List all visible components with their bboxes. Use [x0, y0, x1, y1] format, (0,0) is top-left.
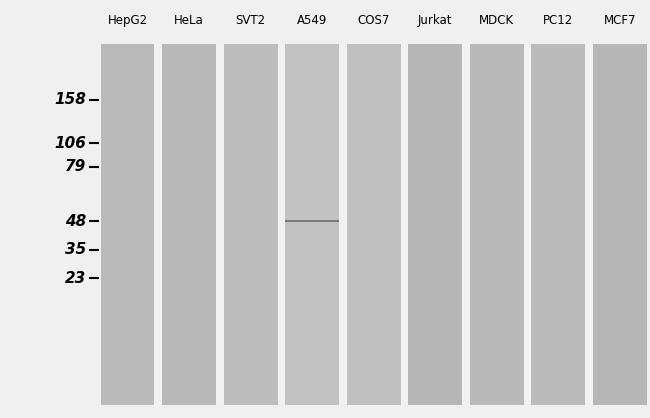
Bar: [101, 44, 647, 405]
Text: COS7: COS7: [358, 14, 390, 27]
Bar: [400, 44, 408, 405]
Text: 23: 23: [64, 271, 86, 285]
Bar: [470, 44, 524, 405]
Bar: [285, 220, 339, 222]
Text: MDCK: MDCK: [479, 14, 514, 27]
Bar: [278, 44, 285, 405]
Text: 158: 158: [54, 92, 86, 107]
Bar: [524, 44, 532, 405]
Bar: [339, 44, 347, 405]
Bar: [347, 44, 400, 405]
Text: HepG2: HepG2: [107, 14, 148, 27]
Bar: [585, 44, 593, 405]
Bar: [462, 44, 470, 405]
Text: 48: 48: [64, 214, 86, 229]
Text: A549: A549: [297, 14, 328, 27]
Text: 79: 79: [64, 159, 86, 174]
Text: 35: 35: [64, 242, 86, 257]
Bar: [224, 44, 278, 405]
Bar: [593, 44, 647, 405]
Text: MCF7: MCF7: [604, 14, 636, 27]
Bar: [285, 44, 339, 405]
Text: SVT2: SVT2: [235, 14, 266, 27]
Bar: [408, 44, 462, 405]
Text: Jurkat: Jurkat: [418, 14, 452, 27]
Bar: [216, 44, 224, 405]
Text: HeLa: HeLa: [174, 14, 204, 27]
Bar: [155, 44, 162, 405]
Text: 106: 106: [54, 136, 86, 151]
Text: PC12: PC12: [543, 14, 573, 27]
Bar: [162, 44, 216, 405]
Bar: [101, 44, 155, 405]
Bar: [532, 44, 585, 405]
